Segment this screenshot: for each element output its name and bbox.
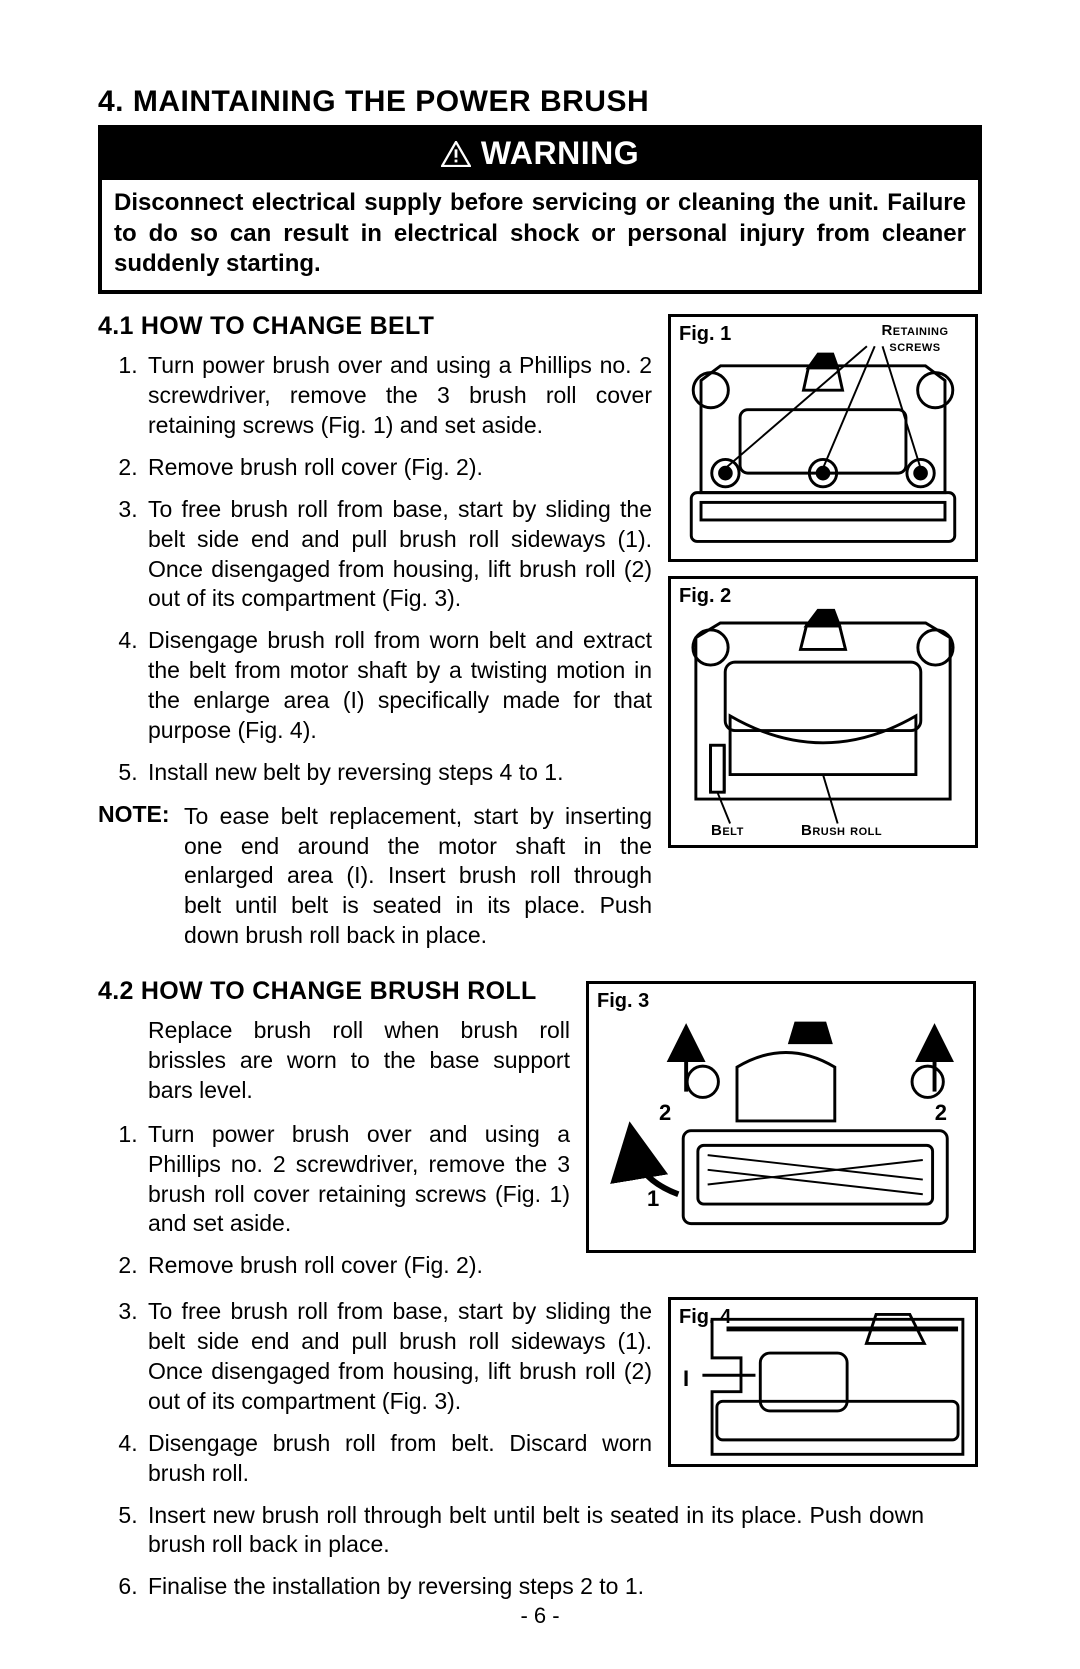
fig3-callout-2r: 2 [935, 1100, 947, 1126]
figure-1: Fig. 1 Retaining screws [668, 314, 978, 562]
section-title: 4. MAINTAINING THE POWER BRUSH [98, 85, 982, 119]
list-item: Turn power brush over and using a Philli… [144, 1120, 570, 1240]
sub42-steps-c: Insert new brush roll through belt until… [98, 1501, 924, 1603]
figure-4: Fig. 4 I [668, 1297, 978, 1467]
list-item: Insert new brush roll through belt until… [144, 1501, 924, 1561]
list-item: To free brush roll from base, start by s… [144, 495, 652, 615]
fig2-caption-brushroll: Brush roll [801, 822, 882, 839]
fig3-label: Fig. 3 [597, 990, 649, 1013]
sub42-heading: 4.2 HOW TO CHANGE BRUSH ROLL [98, 977, 570, 1006]
fig4-label: Fig. 4 [679, 1306, 731, 1329]
list-item: Install new belt by reversing steps 4 to… [144, 758, 652, 788]
sub42-intro: Replace brush roll when brush roll briss… [148, 1016, 570, 1106]
warning-text: Disconnect electrical supply before serv… [98, 180, 982, 294]
warning-icon [441, 141, 471, 167]
manual-page: 4. MAINTAINING THE POWER BRUSH WARNING D… [0, 0, 1080, 1669]
list-item: To free brush roll from base, start by s… [144, 1297, 652, 1417]
warning-banner-text: WARNING [481, 135, 639, 172]
sub42-steps-b: To free brush roll from base, start by s… [98, 1297, 652, 1488]
sub41-steps: Turn power brush over and using a Philli… [98, 351, 652, 788]
figure-2: Fig. 2 Belt Brush roll [668, 576, 978, 848]
fig3-callout-1: 1 [647, 1186, 659, 1212]
list-item: Disengage brush roll from belt. Discard … [144, 1429, 652, 1489]
fig2-diagram [671, 579, 975, 845]
fig1-label: Fig. 1 [679, 323, 731, 346]
fig2-caption-belt: Belt [711, 822, 744, 839]
fig1-caption: Retaining screws [865, 323, 965, 355]
fig3-callout-2l: 2 [659, 1100, 671, 1126]
figure-3: Fig. 3 2 2 1 [586, 981, 976, 1253]
list-item: Remove brush roll cover (Fig. 2). [144, 453, 652, 483]
list-item: Remove brush roll cover (Fig. 2). [144, 1251, 570, 1281]
sub41-heading: 4.1 HOW TO CHANGE BELT [98, 312, 652, 341]
section-4-2: 4.2 HOW TO CHANGE BRUSH ROLL Replace bru… [98, 959, 982, 1602]
sub41-note: NOTE: To ease belt replacement, start by… [98, 800, 652, 951]
fig4-callout-I: I [683, 1366, 689, 1392]
sub42-steps-a: Turn power brush over and using a Philli… [98, 1120, 570, 1281]
note-body: To ease belt replacement, start by inser… [184, 802, 652, 951]
list-item: Turn power brush over and using a Philli… [144, 351, 652, 441]
page-number: - 6 - [0, 1603, 1080, 1629]
list-item: Disengage brush roll from worn belt and … [144, 626, 652, 746]
list-item: Finalise the installation by reversing s… [144, 1572, 924, 1602]
warning-banner: WARNING [98, 129, 982, 180]
fig2-label: Fig. 2 [679, 585, 731, 608]
section-4-1: 4.1 HOW TO CHANGE BELT Turn power brush … [98, 294, 982, 951]
section-name: MAINTAINING THE POWER BRUSH [133, 85, 649, 118]
note-label: NOTE: [98, 801, 170, 827]
section-number: 4. [98, 85, 124, 118]
